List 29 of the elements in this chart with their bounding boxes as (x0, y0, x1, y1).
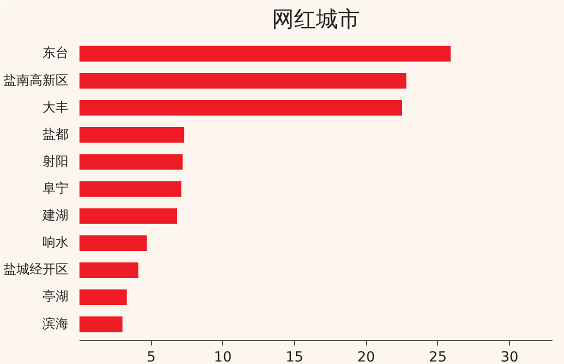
bar (80, 127, 184, 143)
y-tick-label: 盐南高新区 (4, 72, 68, 88)
x-tick-label: 30 (500, 350, 518, 364)
x-tick-label: 25 (428, 350, 447, 364)
bar (80, 208, 177, 224)
chart-title: 网红城市 (272, 8, 360, 32)
bar (80, 289, 127, 306)
y-tick-label: 盐都 (42, 127, 68, 142)
bar (80, 154, 183, 170)
bar (80, 316, 122, 332)
x-tick-label: 5 (146, 350, 156, 364)
y-tick-label: 盐城经开区 (4, 262, 68, 278)
bar (80, 181, 182, 197)
y-tick-label: 阜宁 (42, 180, 68, 196)
y-tick-label: 射阳 (42, 154, 68, 170)
y-tick-label: 响水 (42, 236, 68, 251)
x-tick-label: 10 (214, 350, 232, 364)
bar (80, 46, 451, 62)
y-tick-label: 亭湖 (42, 288, 68, 305)
bar (80, 100, 402, 116)
y-tick-label: 大丰 (42, 100, 68, 116)
x-tick-label: 20 (357, 350, 376, 364)
bar (80, 72, 406, 89)
y-tick-label: 滨海 (42, 316, 68, 332)
x-tick-label: 15 (286, 350, 304, 364)
y-tick-label: 建湖 (42, 208, 68, 224)
y-tick-label: 东台 (42, 46, 68, 62)
bar (80, 262, 138, 278)
bar (80, 235, 147, 251)
